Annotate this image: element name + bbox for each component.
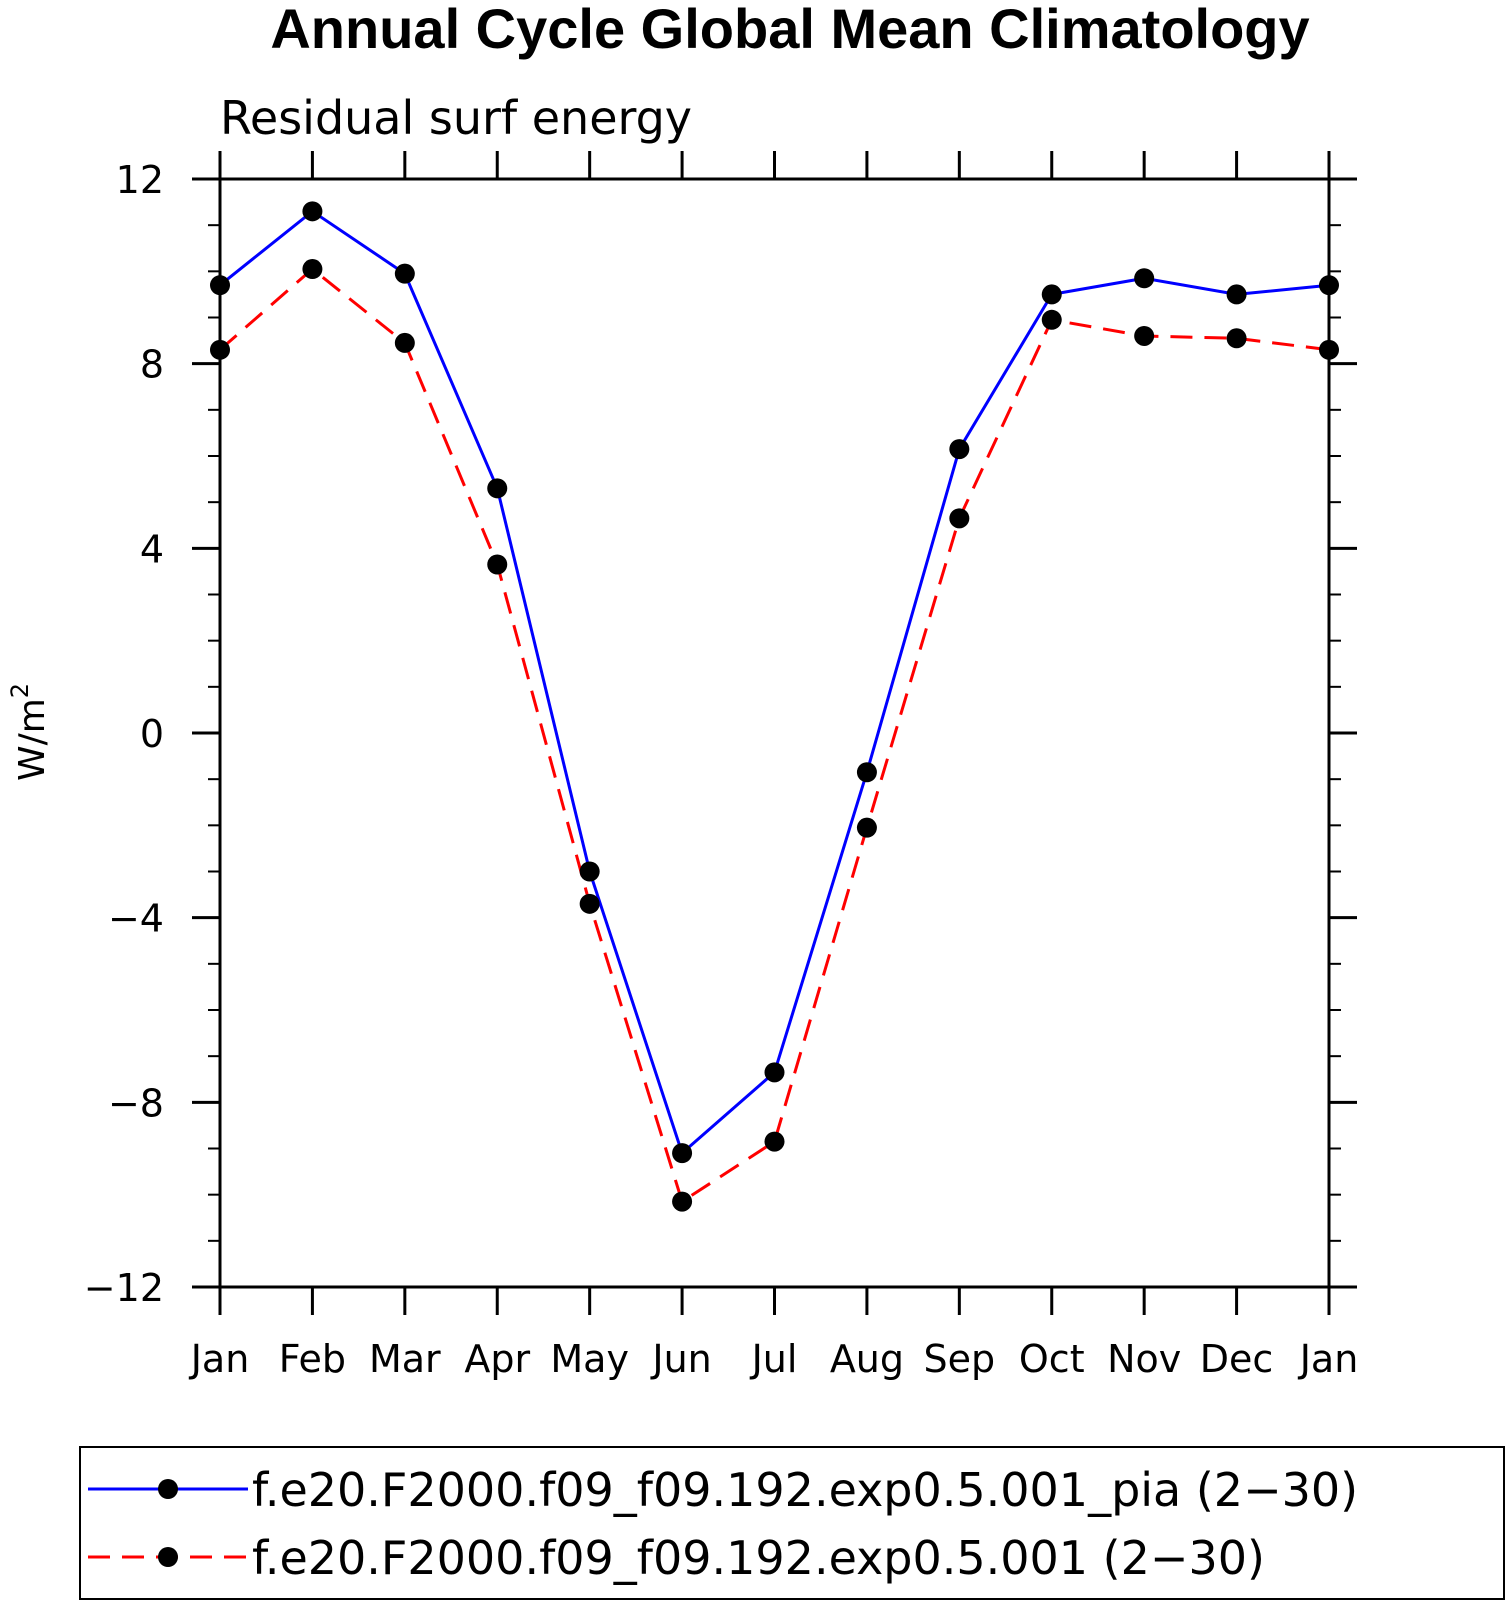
legend: f.e20.F2000.f09_f09.192.exp0.5.001_pia (… (79, 1446, 1505, 1600)
y-tick-label: 4 (140, 527, 164, 571)
data-point-series-1 (672, 1143, 693, 1164)
x-tick-label: Aug (830, 1337, 904, 1381)
data-point-series-2 (764, 1131, 785, 1152)
y-tick-label: 8 (140, 343, 164, 387)
legend-label-series-1: f.e20.F2000.f09_f09.192.exp0.5.001_pia (… (252, 1463, 1358, 1517)
x-tick-label: Jan (189, 1337, 250, 1381)
series-line-2 (219, 267, 1330, 1204)
x-tick-label: Feb (279, 1337, 346, 1381)
data-point-series-2 (487, 554, 508, 575)
data-point-series-2 (672, 1191, 693, 1212)
y-tick-label: −12 (84, 1266, 164, 1310)
data-point-series-2 (394, 332, 415, 353)
data-point-series-1 (1226, 284, 1247, 305)
legend-marker-series-1 (158, 1479, 178, 1499)
series-line-1 (219, 209, 1330, 1156)
chart-title: Annual Cycle Global Mean Climatology (270, 0, 1309, 60)
data-point-series-1 (487, 478, 508, 499)
data-point-series-1 (1041, 284, 1062, 305)
data-point-series-2 (1134, 325, 1155, 346)
data-point-series-1 (764, 1062, 785, 1083)
data-point-series-1 (1134, 268, 1155, 289)
x-tick-label: Jan (1298, 1337, 1359, 1381)
x-tick-label: Oct (1019, 1337, 1085, 1381)
plot-frame (218, 177, 1331, 1289)
data-point-series-2 (1226, 328, 1247, 349)
data-point-series-1 (949, 439, 970, 460)
data-point-series-1 (302, 201, 323, 222)
legend-marker-series-2 (158, 1547, 178, 1567)
x-tick-label: Mar (369, 1337, 441, 1381)
chart-subtitle: Residual surf energy (220, 91, 692, 145)
y-tick-label: −4 (108, 897, 164, 941)
y-axis-label: W/m2 (6, 683, 53, 781)
data-point-series-2 (1041, 309, 1062, 330)
data-point-series-2 (579, 893, 600, 914)
x-tick-label: Jul (750, 1337, 798, 1381)
data-point-series-2 (949, 508, 970, 529)
y-axis-label-superscript: 2 (6, 683, 34, 698)
x-tick-label: Apr (464, 1337, 530, 1381)
data-point-series-2 (302, 259, 323, 280)
axis-ticks: 12 8 4 0 −4 −8 −12 Jan Feb Mar Apr May Jun Jul Aug Sep O… (84, 151, 1358, 1381)
data-point-series-1 (394, 263, 415, 284)
x-tick-label: Jun (650, 1337, 711, 1381)
series-layer (210, 201, 1339, 1212)
y-tick-label: 0 (140, 712, 164, 756)
data-point-series-2 (856, 817, 877, 838)
y-tick-label: −8 (108, 1081, 164, 1125)
x-tick-label: Dec (1200, 1337, 1274, 1381)
x-tick-label: Sep (924, 1337, 996, 1381)
legend-label-series-2: f.e20.F2000.f09_f09.192.exp0.5.001 (2−30… (252, 1531, 1265, 1585)
legend-box (79, 1446, 1505, 1600)
data-point-series-1 (579, 861, 600, 882)
x-tick-label: May (550, 1337, 629, 1381)
x-tick-label: Nov (1107, 1337, 1181, 1381)
data-point-series-1 (856, 762, 877, 783)
y-tick-label: 12 (116, 158, 164, 202)
